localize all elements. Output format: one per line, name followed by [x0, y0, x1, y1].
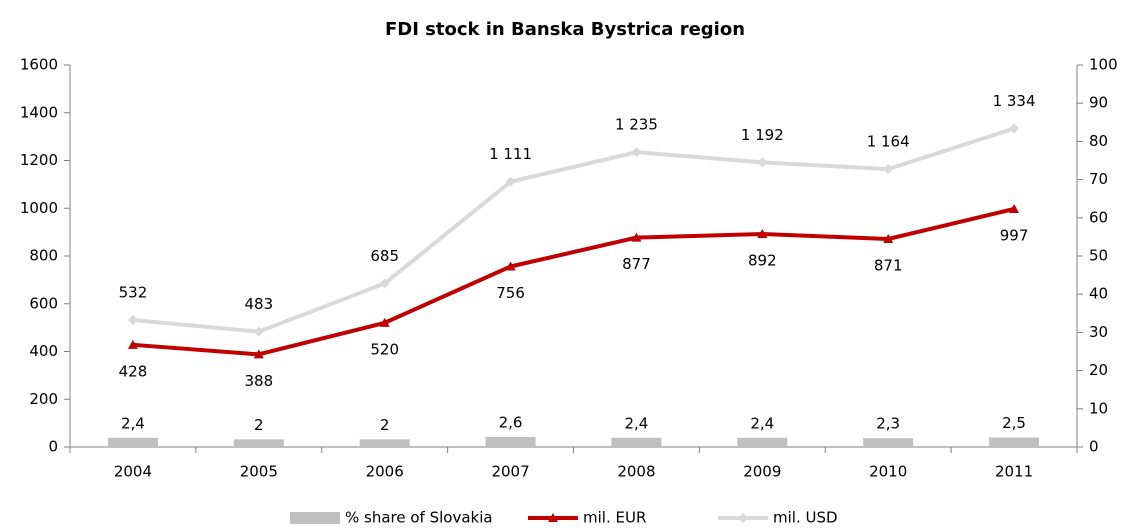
point [548, 513, 558, 522]
y-tick-label: 0 [48, 438, 58, 456]
x-tick-label: 2005 [240, 463, 278, 481]
legend-label: mil. USD [773, 509, 838, 527]
point [631, 232, 642, 242]
y2-tick-label: 100 [1089, 56, 1118, 74]
data-label: 2,3 [876, 415, 900, 433]
data-label: 483 [244, 295, 273, 313]
legend-label: % share of Slovakia [345, 509, 493, 527]
chart-title: FDI stock in Banska Bystrica region [385, 19, 745, 40]
data-label: 685 [370, 247, 399, 265]
data-label: 871 [874, 257, 903, 275]
y-tick-label: 1200 [20, 151, 58, 169]
point [1009, 203, 1020, 213]
bar [863, 438, 914, 447]
bar [611, 437, 662, 447]
data-label: 2 [380, 416, 390, 434]
data-label: 2,5 [1002, 414, 1026, 432]
data-label: 1 334 [993, 92, 1036, 110]
data-label: 2,4 [750, 414, 774, 432]
data-label: 892 [748, 252, 777, 270]
point [757, 157, 768, 168]
point [127, 314, 138, 325]
point [127, 339, 138, 349]
y2-tick-label: 0 [1089, 438, 1099, 456]
data-label: 2,6 [499, 414, 523, 432]
data-label: 1 111 [489, 145, 532, 163]
y2-tick-label: 80 [1089, 132, 1108, 150]
y2-tick-label: 90 [1089, 94, 1108, 112]
y-tick-label: 600 [29, 294, 58, 312]
bar [485, 437, 536, 447]
x-tick-label: 2010 [869, 463, 907, 481]
x-tick-label: 2008 [617, 463, 655, 481]
x-tick-label: 2004 [114, 463, 152, 481]
point [757, 229, 768, 239]
data-label: 997 [1000, 226, 1029, 244]
line [132, 207, 1015, 357]
data-label: 2 [254, 416, 264, 434]
data-label: 388 [244, 372, 273, 390]
point [883, 234, 894, 244]
bar [737, 437, 788, 447]
y2-tick-label: 10 [1089, 399, 1108, 417]
x-tick-label: 2011 [995, 463, 1033, 481]
y2-tick-label: 70 [1089, 170, 1108, 188]
bar [359, 439, 410, 447]
data-label: 756 [496, 284, 525, 302]
bar [107, 437, 158, 447]
point [505, 261, 516, 271]
line [132, 126, 1015, 334]
x-tick-label: 2007 [491, 463, 529, 481]
point [738, 513, 748, 523]
point [379, 317, 390, 327]
y-tick-label: 200 [29, 390, 58, 408]
point [379, 278, 390, 289]
y2-tick-label: 40 [1089, 285, 1108, 303]
x-tick-label: 2009 [743, 463, 781, 481]
x-tick-label: 2006 [366, 463, 404, 481]
y2-tick-label: 50 [1089, 247, 1108, 265]
point [505, 176, 516, 187]
y-tick-label: 1000 [20, 199, 58, 217]
bar [989, 437, 1040, 447]
data-label: 1 235 [615, 116, 658, 134]
data-label: 428 [119, 362, 148, 380]
data-label: 1 192 [741, 126, 784, 144]
point [883, 164, 894, 175]
y-tick-label: 400 [29, 342, 58, 360]
point [253, 349, 264, 359]
point [1009, 123, 1020, 134]
y2-tick-label: 30 [1089, 323, 1108, 341]
y-tick-label: 1600 [20, 56, 58, 74]
data-label: 877 [622, 255, 651, 273]
legend-swatch [290, 512, 340, 524]
y2-tick-label: 60 [1089, 208, 1108, 226]
data-label: 520 [370, 340, 399, 358]
data-label: 2,4 [625, 414, 649, 432]
data-label: 2,4 [121, 414, 145, 432]
y-tick-label: 1400 [20, 103, 58, 121]
data-label: 1 164 [867, 133, 910, 151]
data-label: 532 [119, 283, 148, 301]
point [253, 326, 264, 337]
point [631, 147, 642, 158]
legend-label: mil. EUR [583, 509, 646, 527]
y-tick-label: 800 [29, 247, 58, 265]
bar [233, 439, 284, 447]
y2-tick-label: 20 [1089, 361, 1108, 379]
